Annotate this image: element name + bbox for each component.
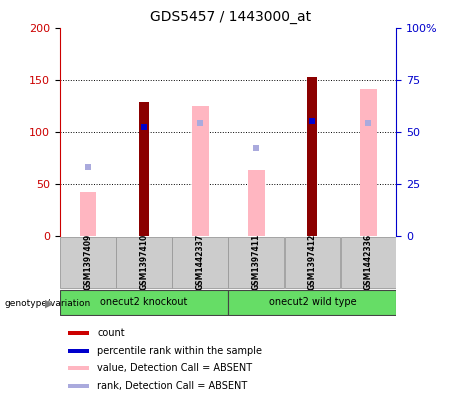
- Bar: [192, 106, 208, 236]
- Text: GSM1442337: GSM1442337: [195, 234, 205, 290]
- Bar: [68, 384, 89, 388]
- Text: GSM1397412: GSM1397412: [308, 234, 317, 290]
- FancyBboxPatch shape: [341, 237, 396, 288]
- Bar: [68, 366, 89, 370]
- Bar: [248, 170, 265, 236]
- Text: onecut2 wild type: onecut2 wild type: [268, 297, 356, 307]
- FancyBboxPatch shape: [229, 290, 396, 315]
- Bar: [307, 77, 317, 236]
- Text: GSM1397411: GSM1397411: [252, 234, 261, 290]
- Text: GSM1397409: GSM1397409: [83, 234, 93, 290]
- FancyBboxPatch shape: [60, 290, 228, 315]
- FancyBboxPatch shape: [116, 237, 172, 288]
- Text: rank, Detection Call = ABSENT: rank, Detection Call = ABSENT: [97, 381, 248, 391]
- Text: value, Detection Call = ABSENT: value, Detection Call = ABSENT: [97, 363, 252, 373]
- Bar: [360, 89, 377, 236]
- Text: ▶: ▶: [45, 298, 53, 309]
- Text: genotype/variation: genotype/variation: [5, 299, 91, 308]
- Text: onecut2 knockout: onecut2 knockout: [100, 297, 188, 307]
- FancyBboxPatch shape: [60, 237, 116, 288]
- Text: count: count: [97, 329, 125, 338]
- Text: GDS5457 / 1443000_at: GDS5457 / 1443000_at: [150, 10, 311, 24]
- Bar: [68, 349, 89, 353]
- Bar: [68, 331, 89, 335]
- Bar: [139, 103, 149, 236]
- Text: percentile rank within the sample: percentile rank within the sample: [97, 346, 262, 356]
- FancyBboxPatch shape: [284, 237, 340, 288]
- Bar: [80, 192, 96, 236]
- Text: GSM1397410: GSM1397410: [140, 234, 148, 290]
- FancyBboxPatch shape: [229, 237, 284, 288]
- Text: GSM1442336: GSM1442336: [364, 234, 373, 290]
- FancyBboxPatch shape: [172, 237, 228, 288]
